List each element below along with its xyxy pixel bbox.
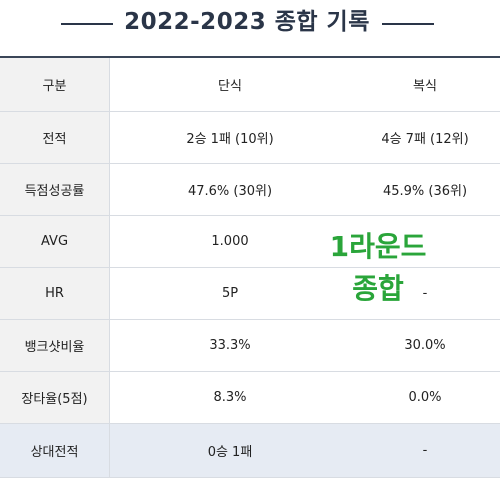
double-value: - <box>422 443 428 458</box>
title-divider-right <box>382 23 434 25</box>
double-value: 30.0% <box>404 338 446 353</box>
table-row: 뱅크샷비율 33.3% 30.0% <box>0 320 500 372</box>
table-header-row: 구분 단식 복식 <box>0 58 500 112</box>
row-label: HR <box>0 268 110 319</box>
section-title-bar: 2022-2023 종합 기록 <box>0 0 500 50</box>
header-double-column: 복식 <box>413 79 437 94</box>
double-value: 4승 7패 (12위) <box>381 132 469 147</box>
single-value: 5P <box>221 286 239 301</box>
overlay-line-round: 1라운드 <box>329 230 427 263</box>
row-label: 상대전적 <box>0 424 110 477</box>
table-row: 전적 2승 1패 (10위) 4승 7패 (12위) <box>0 112 500 164</box>
overlay-line-summary: 종합 <box>352 272 404 305</box>
single-value: 2승 1패 (10위) <box>186 132 274 147</box>
table-row: AVG 1.000 <box>0 216 500 268</box>
header-single-column: 단식 <box>218 79 242 94</box>
table-row: 득점성공률 47.6% (30위) 45.9% (36위) <box>0 164 500 216</box>
single-value: 8.3% <box>213 390 247 405</box>
single-value: 0승 1패 <box>207 445 253 460</box>
header-label-column: 구분 <box>0 58 110 111</box>
row-label: AVG <box>0 216 110 267</box>
table-row: HR 5P - <box>0 268 500 320</box>
round-summary-overlay: 1라운드 종합 <box>318 226 438 310</box>
table-row-highlighted: 상대전적 0승 1패 - <box>0 424 500 478</box>
row-label: 득점성공률 <box>0 164 110 215</box>
double-value: 45.9% (36위) <box>382 184 468 199</box>
single-value: 1.000 <box>211 234 249 249</box>
row-label: 뱅크샷비율 <box>0 320 110 371</box>
row-label: 전적 <box>0 112 110 163</box>
double-value: 0.0% <box>408 390 442 405</box>
single-value: 47.6% (30위) <box>187 184 273 199</box>
double-value: - <box>422 286 428 301</box>
record-table: 구분 단식 복식 전적 2승 1패 (10위) 4승 7패 (12위) 득점성공… <box>0 56 500 478</box>
title-divider-left <box>61 23 113 25</box>
row-label: 장타율(5점) <box>0 372 110 423</box>
single-value: 33.3% <box>209 338 251 353</box>
table-row: 장타율(5점) 8.3% 0.0% <box>0 372 500 424</box>
page-title: 2022-2023 종합 기록 <box>124 9 370 35</box>
